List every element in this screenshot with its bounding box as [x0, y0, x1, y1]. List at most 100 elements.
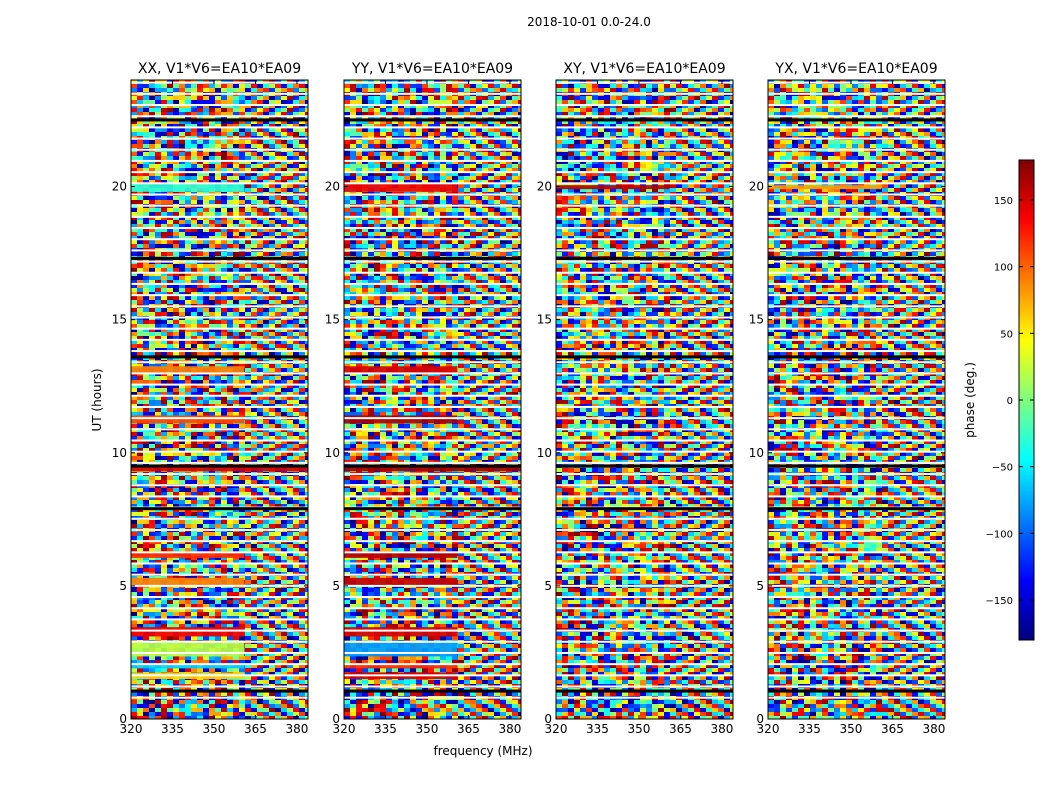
heatmap-cell: [197, 224, 203, 228]
heatmap-cell: [257, 296, 263, 300]
heatmap-cell: [137, 692, 143, 696]
heatmap-cell: [221, 692, 227, 696]
heatmap-cell: [239, 436, 245, 440]
heatmap-cell: [269, 412, 275, 416]
heatmap-cell: [233, 660, 239, 664]
heatmap-cell: [257, 436, 263, 440]
heatmap-cell: [203, 220, 209, 224]
heatmap-cell: [143, 244, 149, 248]
heatmap-cell: [239, 536, 245, 540]
heatmap-cell: [305, 180, 308, 184]
heatmap-cell: [221, 232, 227, 236]
heatmap-cell: [197, 100, 203, 104]
heatmap-cell: [143, 220, 149, 224]
heatmap-cell: [203, 132, 209, 136]
heatmap-cell: [209, 336, 215, 340]
heatmap-cell: [251, 232, 257, 236]
scan-gap: [131, 104, 308, 107]
scan-gap: [131, 182, 308, 185]
heatmap-cell: [209, 132, 215, 136]
heatmap-cell: [197, 144, 203, 148]
heatmap-cell: [269, 448, 275, 452]
heatmap-cell: [209, 352, 215, 356]
heatmap-cell: [149, 712, 155, 716]
heatmap-cell: [257, 480, 263, 484]
heatmap-cell: [167, 480, 173, 484]
heatmap-cell: [263, 504, 269, 508]
heatmap-cell: [143, 592, 149, 596]
heatmap-cell: [263, 340, 269, 344]
heatmap-cell: [161, 96, 167, 100]
heatmap-cell: [245, 604, 251, 608]
heatmap-cell: [287, 644, 293, 648]
heatmap-cell: [293, 268, 299, 272]
heatmap-cell: [131, 668, 137, 672]
heatmap-cell: [293, 500, 299, 504]
heatmap-cell: [197, 444, 203, 448]
heatmap-cell: [191, 568, 197, 572]
coherent-band: [131, 183, 245, 192]
heatmap-cell: [257, 108, 263, 112]
heatmap-cell: [197, 152, 203, 156]
heatmap-cell: [245, 176, 251, 180]
heatmap-cell: [269, 168, 275, 172]
heatmap-cell: [221, 616, 227, 620]
heatmap-cell: [173, 216, 179, 220]
heatmap-cell: [191, 488, 197, 492]
heatmap-cell: [131, 216, 137, 220]
heatmap-cell: [209, 716, 215, 719]
heatmap-cell: [173, 220, 179, 224]
heatmap-cell: [137, 384, 143, 388]
heatmap-cell: [275, 348, 281, 352]
heatmap-cell: [245, 504, 251, 508]
heatmap-cell: [293, 504, 299, 508]
heatmap-cell: [221, 96, 227, 100]
heatmap-cell: [269, 300, 275, 304]
heatmap-cell: [251, 500, 257, 504]
heatmap-cell: [233, 236, 239, 240]
heatmap-cell: [245, 308, 251, 312]
heatmap-cell: [257, 220, 263, 224]
heatmap-cell: [239, 116, 245, 120]
heatmap-cell: [185, 276, 191, 280]
heatmap-cell: [143, 280, 149, 284]
heatmap-cell: [161, 296, 167, 300]
heatmap-cell: [173, 236, 179, 240]
heatmap-cell: [275, 196, 281, 200]
heatmap-cell: [287, 116, 293, 120]
heatmap-cell: [305, 128, 308, 132]
heatmap-cell: [143, 536, 149, 540]
heatmap-cell: [356, 88, 362, 92]
heatmap-cell: [257, 160, 263, 164]
heatmap-cell: [305, 108, 308, 112]
heatmap-cell: [209, 180, 215, 184]
heatmap-cell: [275, 412, 281, 416]
heatmap-cell: [149, 412, 155, 416]
heatmap-cell: [167, 220, 173, 224]
heatmap-cell: [149, 276, 155, 280]
heatmap-cell: [143, 144, 149, 148]
heatmap-cell: [269, 328, 275, 332]
heatmap-cell: [305, 448, 308, 452]
heatmap-cell: [239, 292, 245, 296]
heatmap-cell: [233, 252, 239, 256]
heatmap-cell: [281, 644, 287, 648]
heatmap-cell: [179, 196, 185, 200]
scan-gap: [131, 81, 308, 84]
heatmap-cell: [305, 512, 308, 516]
heatmap-cell: [227, 424, 233, 428]
heatmap-cell: [239, 164, 245, 168]
heatmap-cell: [197, 132, 203, 136]
heatmap-cell: [161, 592, 167, 596]
heatmap-cell: [299, 608, 305, 612]
heatmap-cell: [137, 392, 143, 396]
y-tick-label: 20: [112, 180, 127, 194]
heatmap-cell: [209, 712, 215, 716]
heatmap-cell: [299, 532, 305, 536]
heatmap-cell: [263, 364, 269, 368]
heatmap-cell: [161, 476, 167, 480]
heatmap-cell: [203, 408, 209, 412]
heatmap-cell: [143, 620, 149, 624]
heatmap-cell: [227, 352, 233, 356]
heatmap-cell: [173, 172, 179, 176]
